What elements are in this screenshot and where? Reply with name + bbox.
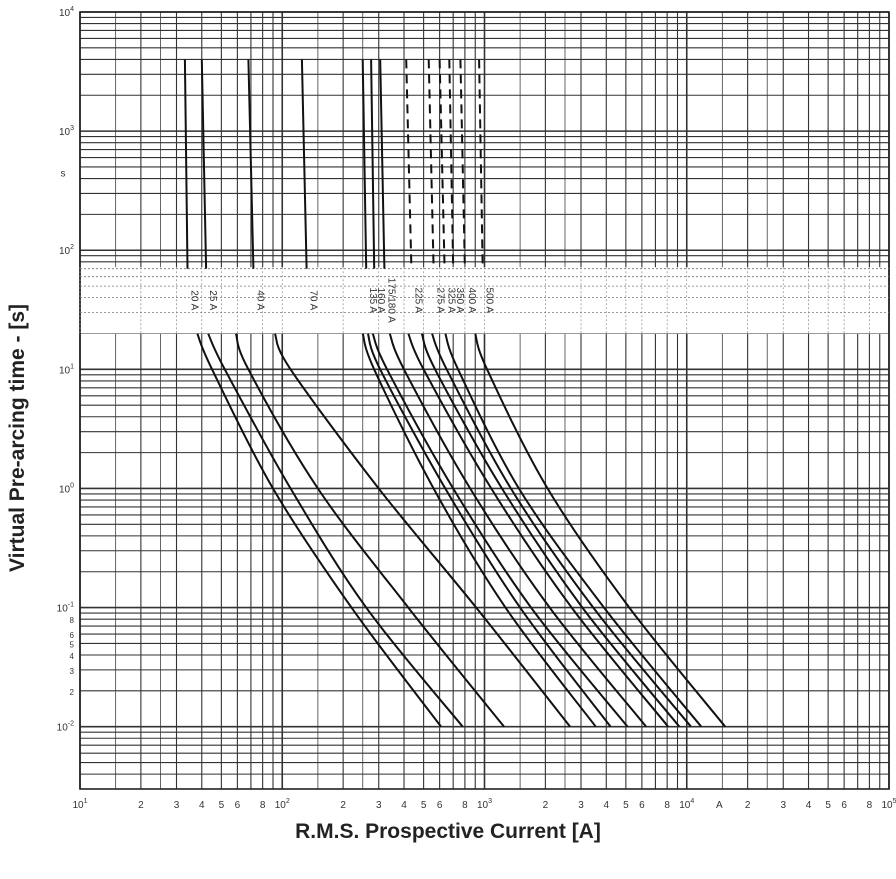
x-tick-label: 5 [421, 800, 427, 811]
series-label: 25 A [207, 290, 218, 310]
x-tick-label: 8 [664, 800, 670, 811]
y-tick-label: 100 [59, 482, 74, 495]
series-5-lower-line [366, 333, 612, 728]
y-tick-label: 10-2 [57, 721, 74, 734]
series-label: 400 A [466, 288, 477, 314]
series-label: 275 A [435, 288, 446, 314]
x-tick-label: 103 [477, 798, 492, 811]
grid [79, 11, 890, 790]
x-tick-label: 4 [199, 800, 205, 811]
series-2-upper-line [247, 59, 255, 269]
series-7-lower-line [388, 333, 647, 728]
series-11-lower-line [444, 333, 703, 728]
series-12-upper-line [478, 59, 484, 269]
y-tick-label: 101 [59, 363, 74, 376]
x-tick-label: 6 [235, 800, 241, 811]
series-10-upper-line [448, 59, 455, 269]
y-tick-label: 4 [70, 652, 75, 661]
x-tick-label: 101 [72, 798, 87, 811]
y-tick-label: 6 [70, 631, 75, 640]
y-tick-label: 10-1 [57, 602, 74, 615]
x-tick-label: 3 [780, 800, 786, 811]
y-tick-label: 2 [70, 688, 75, 697]
series-label: 225 A [412, 288, 423, 314]
x-tick-label: 6 [437, 800, 443, 811]
x-tick-label: 4 [603, 800, 609, 811]
plot-frame [79, 11, 890, 790]
series-7-upper-line [405, 59, 413, 269]
y-tick-label: 5 [70, 640, 75, 649]
series-label: 135 A [367, 288, 378, 314]
label-band [79, 267, 889, 334]
x-tick-label: 2 [340, 800, 346, 811]
x-tick-label: 4 [806, 800, 812, 811]
series-5-upper-line [370, 59, 376, 269]
x-tick-label: 4 [401, 800, 407, 811]
series-9-upper-line [438, 59, 446, 269]
x-tick-label: 2 [138, 800, 144, 811]
series-0-lower-line [196, 333, 442, 728]
series-6-upper-line [379, 59, 386, 269]
series-label: 40 A [254, 290, 265, 310]
x-tick-label: 102 [275, 798, 290, 811]
x-tick-label: 8 [260, 800, 266, 811]
y-tick-label: 3 [70, 667, 75, 676]
x-tick-label: 104 [679, 798, 694, 811]
x-tick-label: 8 [867, 800, 873, 811]
series-11-upper-line [459, 59, 466, 269]
series-12-lower-line [474, 333, 726, 728]
x-tick-label: 5 [219, 800, 225, 811]
series-10-lower-line [431, 333, 692, 728]
y-axis-label: Virtual Pre-arcing time - [s] [6, 303, 29, 573]
x-tick-label: 3 [578, 800, 584, 811]
y-tick-label: 8 [70, 616, 75, 625]
x-tick-label: 8 [462, 800, 468, 811]
series-4-upper-line [361, 59, 368, 269]
series-label: 325 A [446, 288, 457, 314]
series-2-lower-line [234, 333, 505, 728]
x-tick-label: 5 [825, 800, 831, 811]
series-4-lower-line [361, 333, 597, 728]
series-9-lower-line [420, 333, 681, 728]
x-tick-label: 3 [174, 800, 180, 811]
tick-labels: 101 2 3 4 5 6 8 102 2 3 4 5 6 8 103 2 3 4 5 6 8 104 2 3 4 5 6 8 1051… [57, 6, 896, 811]
y-tick-label: 102 [59, 244, 74, 257]
series-label: 500 A [484, 288, 495, 314]
x-tick-label: 2 [543, 800, 549, 811]
x-unit-label: A [716, 800, 723, 811]
curves [183, 59, 726, 728]
x-tick-label: 2 [745, 800, 751, 811]
y-tick-label: 104 [59, 6, 74, 19]
series-8-lower-line [407, 333, 669, 728]
series-8-upper-line [427, 59, 435, 269]
series-label: 175/180 A [385, 278, 396, 323]
series-label: 350 A [454, 288, 465, 314]
x-tick-label: 6 [639, 800, 645, 811]
series-3-lower-line [273, 333, 571, 728]
x-axis-label: R.M.S. Prospective Current [A] [295, 820, 601, 843]
series-1-lower-line [207, 333, 464, 728]
x-tick-label: 5 [623, 800, 629, 811]
series-3-upper-line [300, 59, 308, 269]
x-tick-label: 3 [376, 800, 382, 811]
series-0-upper-line [183, 59, 189, 269]
x-tick-label: 105 [881, 798, 896, 811]
y-tick-label: 103 [59, 125, 74, 138]
series-label: 20 A [189, 290, 200, 310]
series-1-upper-line [200, 59, 208, 269]
y-unit-label: s [61, 168, 66, 179]
x-tick-label: 6 [841, 800, 847, 811]
series-label: 160 A [375, 288, 386, 314]
series-6-lower-line [371, 333, 629, 728]
series-label: 70 A [308, 290, 319, 310]
